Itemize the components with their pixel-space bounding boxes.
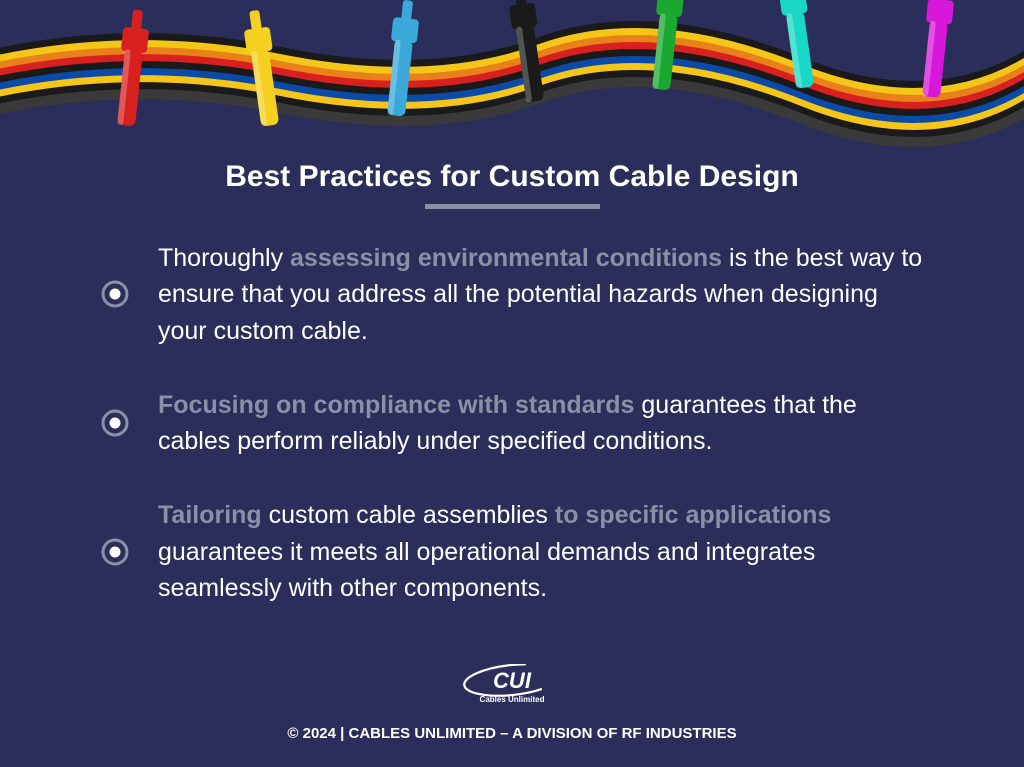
- list-item: Tailoring custom cable assemblies to spe…: [100, 497, 930, 606]
- bullet-target-icon: [100, 537, 130, 567]
- logo-sub-text: Cables Unlimited: [480, 695, 545, 704]
- bullet-text: Focusing on compliance with standards gu…: [158, 387, 930, 460]
- title-underline: [425, 204, 600, 209]
- bullet-target-icon: [100, 408, 130, 438]
- list-item: Thoroughly assessing environmental condi…: [100, 240, 930, 349]
- list-item: Focusing on compliance with standards gu…: [100, 387, 930, 460]
- title-text: Best Practices for Custom Cable Design: [225, 160, 799, 193]
- logo: CUI Cables Unlimited: [0, 664, 1024, 711]
- page-title: Best Practices for Custom Cable Design: [0, 160, 1024, 209]
- bullet-text: Thoroughly assessing environmental condi…: [158, 240, 930, 349]
- bullet-target-icon: [100, 279, 130, 309]
- bullet-text: Tailoring custom cable assemblies to spe…: [158, 497, 930, 606]
- footer: CUI Cables Unlimited © 2024 | CABLES UNL…: [0, 664, 1024, 742]
- cable-bundle-graphic: [0, 0, 1024, 150]
- logo-main-text: CUI: [493, 668, 532, 693]
- bullet-list: Thoroughly assessing environmental condi…: [100, 240, 930, 644]
- copyright-text: © 2024 | CABLES UNLIMITED – A DIVISION O…: [0, 725, 1024, 742]
